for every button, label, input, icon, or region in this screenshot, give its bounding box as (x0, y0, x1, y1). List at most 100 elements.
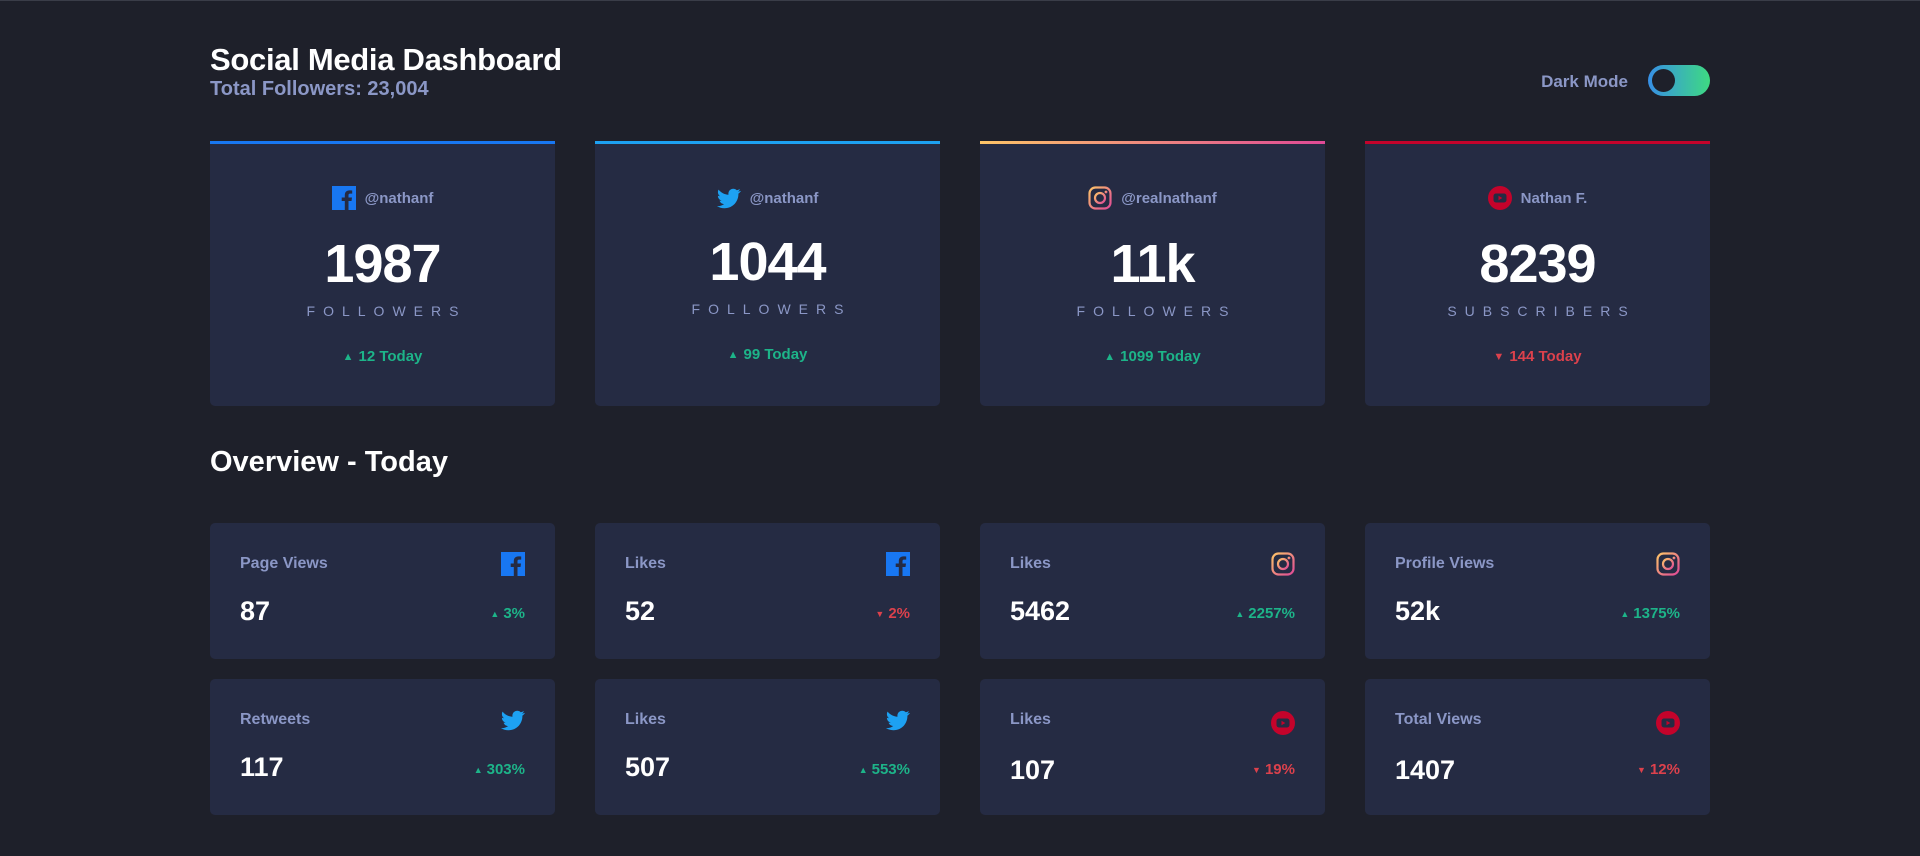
overview-tile-twitter-retweets[interactable]: Retweets 117 ▲ 303% (210, 679, 555, 815)
tile-change: ▲ 1375% (1620, 605, 1680, 622)
tile-change-text: 303% (486, 761, 525, 778)
tile-value: 52k (1395, 596, 1441, 626)
follower-cards: @nathanf 1987 FOLLOWERS ▲ 12 Today @natha… (210, 141, 1710, 406)
card-accent-bar (980, 141, 1325, 144)
tile-change: ▼ 19% (1252, 761, 1295, 778)
header: Social Media Dashboard Total Followers: … (210, 40, 1710, 110)
arrow-up-icon: ▲ (473, 765, 483, 775)
daily-change-text: 144 Today (1509, 348, 1582, 365)
card-accent-bar (210, 141, 555, 144)
daily-change-text: 12 Today (358, 348, 423, 365)
tile-value: 507 (625, 752, 671, 782)
tile-change-text: 1375% (1633, 605, 1680, 622)
overview-tile-youtube-likes[interactable]: Likes 107 ▼ 19% (980, 679, 1325, 815)
tile-value: 1407 (1395, 755, 1456, 785)
page-title: Social Media Dashboard (210, 42, 562, 77)
card-header: @nathanf (595, 183, 940, 213)
follower-count: 1987 (324, 234, 441, 294)
tile-value: 5462 (1010, 596, 1071, 626)
overview-tile-facebook-page-views[interactable]: Page Views 87 ▲ 3% (210, 523, 555, 659)
tile-value: 52 (625, 596, 656, 626)
count-label: SUBSCRIBERS (1447, 303, 1636, 319)
dashboard: Social Media Dashboard Total Followers: … (210, 0, 1710, 856)
total-followers: Total Followers: 23,004 (210, 78, 429, 100)
tile-change: ▼ 12% (1637, 761, 1680, 778)
arrow-down-icon: ▼ (875, 609, 885, 619)
tile-label: Total Views (1395, 711, 1482, 728)
tile-change-text: 12% (1649, 761, 1680, 778)
instagram-icon (1656, 552, 1680, 576)
card-header: Nathan F. (1365, 183, 1710, 213)
count-label: FOLLOWERS (1076, 303, 1237, 319)
youtube-icon (1656, 711, 1680, 735)
tile-label: Profile Views (1395, 555, 1495, 572)
tile-change: ▲ 553% (859, 761, 910, 778)
facebook-icon (886, 552, 910, 576)
tile-change: ▲ 3% (490, 605, 525, 622)
card-twitter[interactable]: @nathanf 1044 FOLLOWERS ▲ 99 Today (595, 141, 940, 406)
twitter-icon (716, 186, 741, 210)
follower-count: 11k (1110, 234, 1195, 294)
count-label: FOLLOWERS (306, 303, 467, 319)
instagram-icon (1271, 552, 1295, 576)
tile-label: Page Views (240, 555, 328, 572)
overview-tile-instagram-profile-views[interactable]: Profile Views 52k ▲ 1375% (1365, 523, 1710, 659)
tile-change-text: 2% (888, 605, 910, 622)
daily-change: ▲ 1099 Today (980, 348, 1325, 365)
youtube-icon (1487, 186, 1512, 210)
card-accent-bar (595, 141, 940, 144)
tile-value: 117 (240, 752, 284, 782)
tile-value: 107 (1010, 755, 1056, 785)
overview-title: Overview - Today (210, 446, 448, 478)
tile-change-text: 19% (1264, 761, 1295, 778)
arrow-up-icon: ▲ (1235, 609, 1245, 619)
tile-change-text: 553% (871, 761, 910, 778)
card-header: @realnathanf (980, 183, 1325, 213)
card-facebook[interactable]: @nathanf 1987 FOLLOWERS ▲ 12 Today (210, 141, 555, 406)
tile-change-text: 3% (503, 605, 525, 622)
dark-mode-toggle[interactable] (1648, 65, 1710, 96)
arrow-down-icon: ▼ (1493, 351, 1505, 363)
overview-tile-facebook-likes[interactable]: Likes 52 ▼ 2% (595, 523, 940, 659)
arrow-up-icon: ▲ (1104, 351, 1116, 363)
arrow-up-icon: ▲ (858, 765, 868, 775)
tile-label: Retweets (240, 711, 311, 728)
follower-count: 1044 (709, 232, 826, 292)
daily-change-text: 1099 Today (1120, 348, 1201, 365)
arrow-down-icon: ▼ (1637, 765, 1646, 775)
instagram-icon (1088, 186, 1112, 210)
handle: @nathanf (364, 189, 434, 207)
daily-change: ▲ 12 Today (210, 348, 555, 365)
overview-tile-youtube-total-views[interactable]: Total Views 1407 ▼ 12% (1365, 679, 1710, 815)
twitter-icon (501, 708, 525, 732)
arrow-up-icon: ▲ (342, 351, 354, 363)
tile-label: Likes (625, 555, 666, 572)
arrow-up-icon: ▲ (1620, 609, 1630, 619)
handle: @realnathanf (1121, 189, 1217, 207)
card-header: @nathanf (210, 183, 555, 213)
tile-change-text: 2257% (1248, 605, 1295, 622)
daily-change: ▲ 99 Today (595, 346, 940, 363)
overview-tile-twitter-likes[interactable]: Likes 507 ▲ 553% (595, 679, 940, 815)
tile-label: Likes (625, 711, 666, 728)
tile-change: ▲ 2257% (1235, 605, 1295, 622)
dark-mode-label: Dark Mode (1541, 72, 1628, 91)
tile-label: Likes (1010, 555, 1051, 572)
card-instagram[interactable]: @realnathanf 11k FOLLOWERS ▲ 1099 Today (980, 141, 1325, 406)
tile-value: 87 (240, 596, 271, 626)
toggle-knob (1652, 69, 1675, 92)
overview-tile-instagram-likes[interactable]: Likes 5462 ▲ 2257% (980, 523, 1325, 659)
tile-label: Likes (1010, 711, 1051, 728)
youtube-icon (1271, 711, 1295, 735)
tile-change: ▲ 303% (474, 761, 525, 778)
handle: @nathanf (749, 189, 819, 207)
card-youtube[interactable]: Nathan F. 8239 SUBSCRIBERS ▼ 144 Today (1365, 141, 1710, 406)
handle: Nathan F. (1520, 189, 1588, 207)
arrow-up-icon: ▲ (490, 609, 500, 619)
count-label: FOLLOWERS (691, 301, 852, 317)
arrow-down-icon: ▼ (1252, 765, 1261, 775)
tile-change: ▼ 2% (875, 605, 910, 622)
daily-change: ▼ 144 Today (1365, 348, 1710, 365)
arrow-up-icon: ▲ (727, 349, 739, 361)
twitter-icon (886, 708, 910, 732)
